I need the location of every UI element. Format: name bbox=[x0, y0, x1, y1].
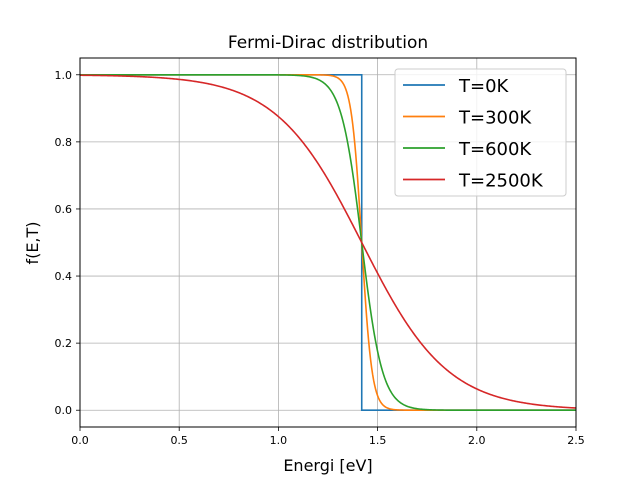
series-line-3 bbox=[79, 74, 577, 409]
x-tick-label: 1.5 bbox=[369, 434, 387, 447]
y-axis: 0.0 0.2 0.4 0.6 0.8 1.0 bbox=[55, 69, 80, 417]
legend-label: T=2500K bbox=[458, 171, 544, 192]
x-tick-label: 0.0 bbox=[71, 434, 89, 447]
y-axis-label: f(E,T) bbox=[23, 221, 42, 264]
legend-box bbox=[394, 68, 567, 197]
plot-frame bbox=[79, 57, 577, 428]
y-tick-label: 0.2 bbox=[55, 337, 73, 350]
series-line-2 bbox=[80, 73, 576, 412]
legend: T=0K T=300K T=600K T=2500K bbox=[394, 68, 567, 197]
x-tick-label: 2.5 bbox=[567, 434, 585, 447]
legend-label: T=300K bbox=[458, 108, 532, 129]
series-group bbox=[79, 73, 577, 412]
legend-label: T=0K bbox=[458, 76, 510, 97]
y-tick-label: 1.0 bbox=[55, 69, 73, 82]
x-tick-label: 1.0 bbox=[270, 434, 288, 447]
x-tick-label: 2.0 bbox=[468, 434, 486, 447]
y-tick-label: 0.6 bbox=[55, 203, 73, 216]
y-tick-label: 0.4 bbox=[55, 270, 73, 283]
y-tick-label: 0.8 bbox=[55, 136, 73, 149]
legend-label: T=600K bbox=[458, 139, 532, 160]
x-tick-label: 0.5 bbox=[170, 434, 188, 447]
x-axis: 0.0 0.5 1.0 1.5 2.0 2.5 bbox=[71, 427, 585, 447]
x-axis-label: Energi [eV] bbox=[283, 456, 372, 475]
chart-title: Fermi-Dirac distribution bbox=[228, 33, 428, 53]
y-tick-label: 0.0 bbox=[55, 404, 73, 417]
